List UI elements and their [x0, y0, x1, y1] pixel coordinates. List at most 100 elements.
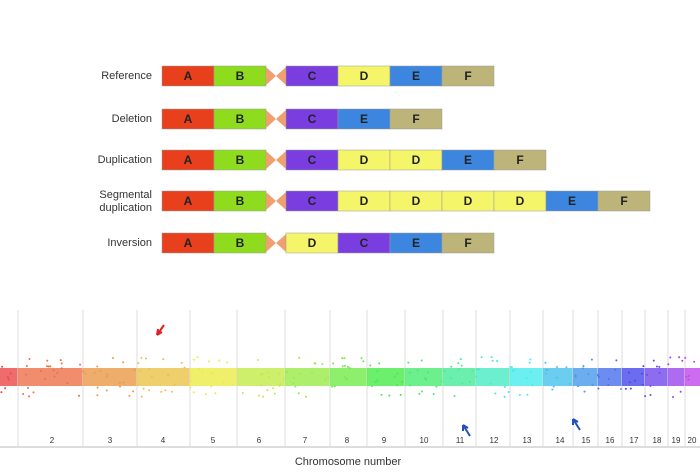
cn-band — [83, 368, 137, 386]
cn-point — [503, 386, 506, 389]
cn-point — [137, 362, 140, 365]
cn-point — [457, 368, 460, 371]
cn-point — [226, 361, 229, 364]
cn-point — [214, 392, 217, 395]
cn-point — [590, 358, 593, 361]
cn-band — [190, 368, 237, 386]
cn-point — [496, 359, 499, 362]
centromere — [266, 110, 286, 128]
cn-point — [399, 393, 402, 396]
cn-band — [0, 368, 18, 386]
cn-point — [684, 356, 687, 359]
cn-point — [669, 356, 672, 359]
cn-point — [597, 374, 600, 377]
cn-point — [552, 385, 555, 388]
cn-point — [343, 376, 346, 379]
cn-band — [645, 368, 668, 386]
cn-point — [259, 384, 262, 387]
cn-point — [82, 370, 85, 373]
cn-point — [32, 391, 35, 394]
cn-band — [367, 368, 405, 386]
cn-point — [416, 369, 419, 372]
cn-point — [374, 381, 377, 384]
cn-point — [475, 375, 478, 378]
chromosome-label: 20 — [688, 436, 697, 445]
segment-label: E — [412, 69, 420, 83]
cn-point — [22, 393, 25, 396]
cn-point — [105, 375, 108, 378]
cn-point — [118, 381, 121, 384]
cn-band — [476, 368, 510, 386]
cn-point — [427, 371, 430, 374]
cn-point — [503, 395, 506, 398]
cn-point — [183, 366, 186, 369]
cn-point — [432, 392, 435, 395]
cn-point — [687, 378, 690, 381]
chromosome-label: 17 — [630, 436, 639, 445]
cn-point — [78, 394, 81, 397]
segment-label: E — [360, 112, 368, 126]
cn-point — [658, 371, 661, 374]
segment-label: F — [620, 194, 627, 208]
segment-label: F — [464, 236, 471, 250]
cn-point — [28, 395, 31, 398]
cn-point — [459, 358, 462, 361]
cn-point — [480, 356, 483, 359]
cn-point — [96, 394, 99, 397]
cn-point — [28, 358, 31, 361]
segment — [389, 108, 443, 130]
cn-point — [655, 365, 658, 368]
cn-point — [119, 385, 122, 388]
cn-point — [150, 375, 153, 378]
cn-point — [646, 373, 649, 376]
segment-label: D — [412, 194, 421, 208]
cn-point — [148, 389, 151, 392]
cn-point — [197, 368, 200, 371]
cn-point — [122, 361, 125, 364]
cn-point — [346, 366, 349, 369]
chromosome-label: 5 — [211, 436, 216, 445]
cn-band — [18, 368, 83, 386]
cn-point — [531, 384, 534, 387]
segment-label: C — [308, 153, 317, 167]
cn-point — [9, 372, 12, 375]
cn-band — [405, 368, 443, 386]
cn-point — [282, 378, 285, 381]
cn-point — [510, 366, 513, 369]
cn-band — [330, 368, 367, 386]
cn-point — [409, 384, 412, 387]
cn-point — [529, 358, 532, 361]
cn-band — [598, 368, 622, 386]
cn-point — [471, 369, 474, 372]
segment-label: E — [464, 153, 472, 167]
cn-point — [327, 376, 330, 379]
cn-point — [649, 393, 652, 396]
cn-point — [162, 358, 165, 361]
cn-point — [190, 380, 193, 383]
cn-point — [218, 359, 221, 362]
row-label: Duplication — [98, 154, 152, 166]
cn-point — [528, 361, 531, 364]
cn-point — [45, 365, 48, 368]
cn-point — [343, 357, 346, 360]
cn-point — [60, 362, 63, 365]
cn-point — [272, 387, 275, 390]
cn-point — [278, 372, 281, 375]
cn-point — [425, 378, 428, 381]
cn-point — [607, 384, 610, 387]
cn-point — [644, 395, 647, 398]
cn-point — [640, 372, 643, 375]
cn-point — [99, 370, 102, 373]
chromosome-label: 4 — [161, 436, 166, 445]
cn-point — [407, 361, 410, 364]
cn-point — [314, 362, 317, 365]
segment-label: A — [184, 153, 193, 167]
cn-point — [66, 382, 69, 385]
segment-label: D — [360, 194, 369, 208]
cn-point — [170, 390, 173, 393]
chromosome-label: 7 — [303, 436, 308, 445]
segment — [493, 149, 547, 171]
cn-point — [457, 362, 460, 365]
cn-point — [491, 359, 494, 362]
cn-point — [672, 395, 675, 398]
